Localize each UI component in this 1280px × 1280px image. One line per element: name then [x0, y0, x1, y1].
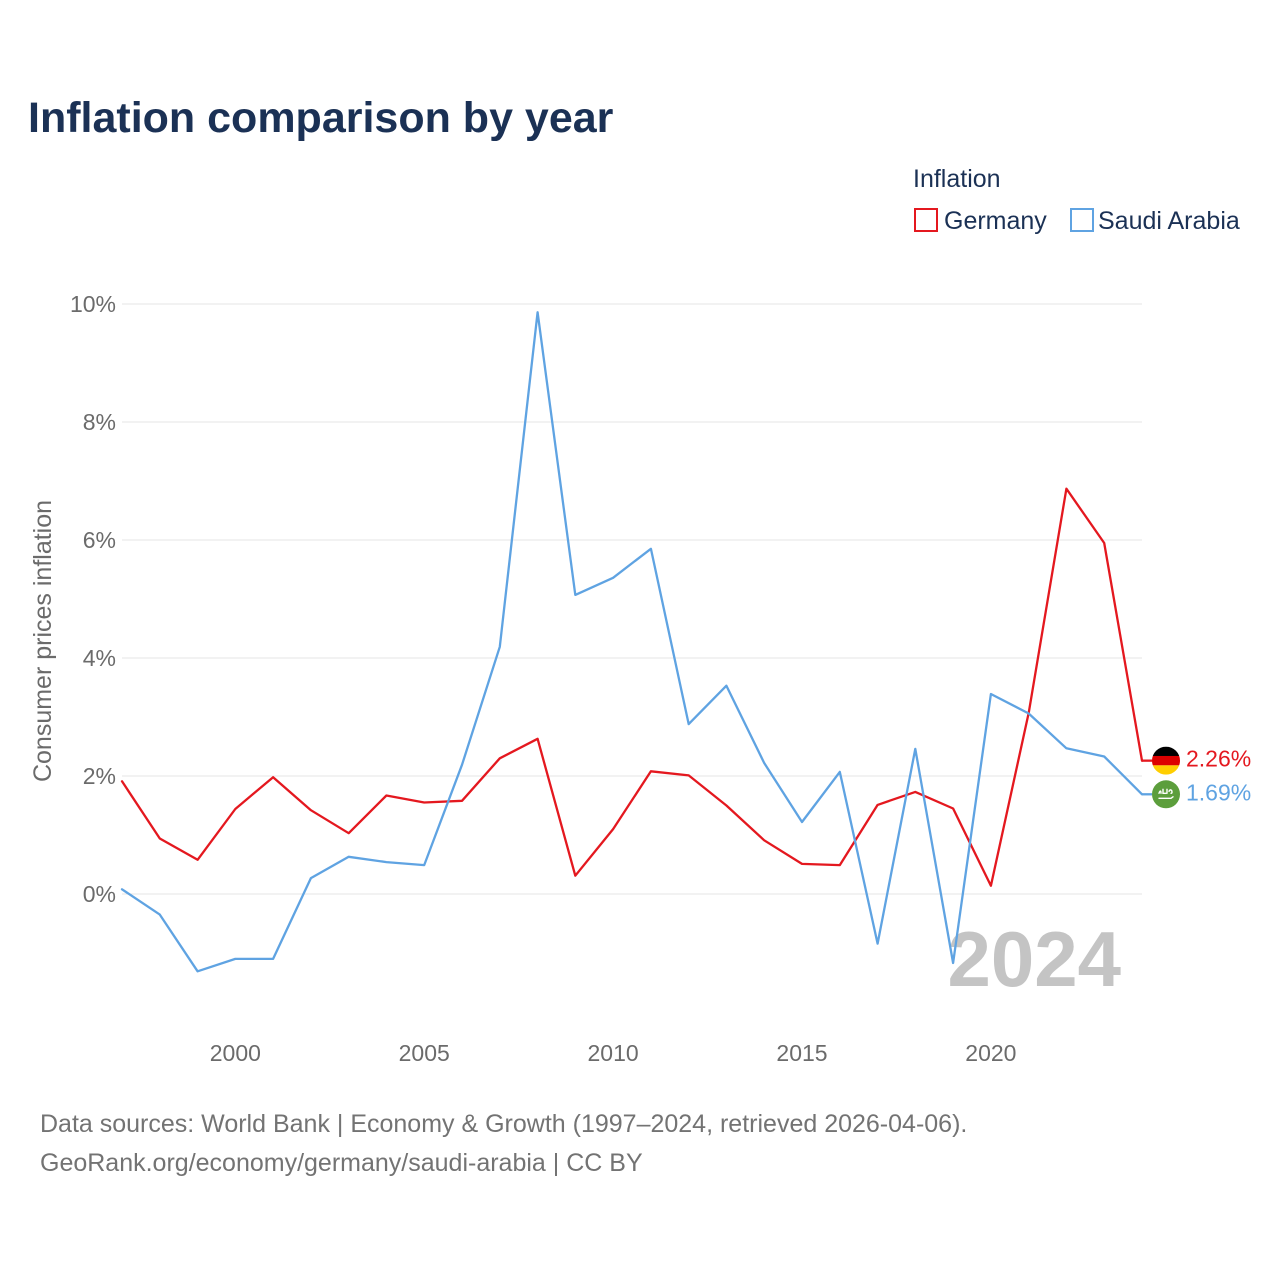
data-point-germany-2018	[912, 789, 918, 795]
series-line-germany	[120, 487, 1144, 887]
end-label-germany: 2.26%	[1142, 746, 1251, 775]
data-point-germany-2011	[648, 768, 654, 774]
x-tick-label-2015: 2015	[776, 1040, 827, 1066]
data-point-saudi-arabia-2014	[761, 760, 767, 766]
series-line-saudi-arabia	[120, 311, 1144, 973]
grid	[122, 303, 1142, 895]
data-point-saudi-arabia-2009	[572, 592, 578, 598]
legend-item-saudi-arabia[interactable]: Saudi Arabia	[1070, 207, 1240, 235]
data-point-germany-2019	[950, 806, 956, 812]
series-layer	[119, 309, 1144, 974]
data-point-saudi-arabia-1998	[157, 912, 163, 918]
data-point-saudi-arabia-2012	[686, 721, 692, 727]
legend-swatch-germany	[914, 208, 938, 232]
chart-title: Inflation comparison by year	[28, 94, 614, 142]
x-tick-label-2020: 2020	[965, 1040, 1016, 1066]
data-point-germany-2009	[572, 873, 578, 879]
data-point-saudi-arabia-2019	[950, 960, 956, 966]
data-point-germany-2002	[308, 807, 314, 813]
y-axis: 0% 2% 4% 6% 8% 10%	[70, 291, 116, 907]
data-point-germany-2006	[459, 798, 465, 804]
data-point-saudi-arabia-1997	[119, 886, 125, 892]
data-point-germany-2012	[686, 772, 692, 778]
legend-item-germany[interactable]: Germany	[914, 207, 1047, 235]
y-tick-label-6: 6%	[83, 527, 116, 553]
y-tick-label-4: 4%	[83, 645, 116, 671]
data-point-saudi-arabia-2018	[912, 746, 918, 752]
germany-flag-icon	[1152, 746, 1180, 775]
legend: Inflation Germany Saudi Arabia	[913, 165, 1240, 235]
data-point-saudi-arabia-2008	[535, 309, 541, 315]
data-point-germany-2016	[837, 862, 843, 868]
data-point-saudi-arabia-2021	[1026, 711, 1032, 717]
data-point-saudi-arabia-2017	[875, 941, 881, 947]
y-tick-label-10: 10%	[70, 291, 116, 317]
data-point-saudi-arabia-2020	[988, 691, 994, 697]
data-point-saudi-arabia-2016	[837, 769, 843, 775]
legend-label-saudi-arabia: Saudi Arabia	[1098, 207, 1240, 235]
data-point-germany-2001	[270, 774, 276, 780]
data-point-germany-2020	[988, 883, 994, 889]
y-tick-label-0: 0%	[83, 881, 116, 907]
data-point-germany-2004	[383, 793, 389, 799]
data-point-germany-1998	[157, 836, 163, 842]
data-point-saudi-arabia-2015	[799, 819, 805, 825]
legend-label-germany: Germany	[944, 207, 1047, 235]
data-point-germany-2003	[346, 830, 352, 836]
data-point-germany-2000	[232, 806, 238, 812]
data-point-germany-2014	[761, 837, 767, 843]
data-point-germany-1997	[119, 778, 125, 784]
data-point-saudi-arabia-2006	[459, 762, 465, 768]
data-point-saudi-arabia-2013	[723, 683, 729, 689]
data-point-saudi-arabia-2000	[232, 956, 238, 962]
series-saudi-arabia	[119, 309, 1144, 974]
data-point-saudi-arabia-2002	[308, 875, 314, 881]
data-point-germany-2015	[799, 861, 805, 867]
y-tick-label-8: 8%	[83, 409, 116, 435]
y-axis-title: Consumer prices inflation	[29, 500, 57, 782]
footer-credit: GeoRank.org/economy/germany/saudi-arabia…	[40, 1149, 643, 1177]
x-axis: 2000 2005 2010 2015 2020	[210, 1040, 1017, 1066]
x-tick-label-2010: 2010	[588, 1040, 639, 1066]
data-point-germany-2023	[1101, 540, 1107, 546]
end-value-germany: 2.26%	[1186, 746, 1251, 772]
data-point-saudi-arabia-2003	[346, 854, 352, 860]
data-point-saudi-arabia-2010	[610, 575, 616, 581]
data-point-saudi-arabia-2005	[421, 862, 427, 868]
data-point-germany-2022	[1063, 486, 1069, 492]
y-tick-label-2: 2%	[83, 763, 116, 789]
x-tick-label-2005: 2005	[399, 1040, 450, 1066]
data-point-germany-2008	[535, 736, 541, 742]
end-label-saudi-arabia: 1.69%	[1142, 779, 1251, 809]
data-point-germany-2005	[421, 800, 427, 806]
series-germany	[119, 486, 1144, 889]
data-point-germany-2017	[875, 802, 881, 808]
data-point-saudi-arabia-2011	[648, 546, 654, 552]
legend-swatch-saudi-arabia	[1070, 208, 1094, 232]
data-point-germany-1999	[195, 857, 201, 863]
data-point-saudi-arabia-2001	[270, 956, 276, 962]
data-point-germany-2013	[723, 803, 729, 809]
data-point-saudi-arabia-2004	[383, 859, 389, 865]
saudi-arabia-flag-icon	[1152, 780, 1180, 809]
data-point-germany-2010	[610, 826, 616, 832]
data-point-saudi-arabia-1999	[195, 968, 201, 974]
legend-title: Inflation	[913, 165, 1001, 193]
footer-sources: Data sources: World Bank | Economy & Gro…	[40, 1110, 967, 1138]
x-tick-label-2000: 2000	[210, 1040, 261, 1066]
data-point-saudi-arabia-2022	[1063, 745, 1069, 751]
end-value-saudi-arabia: 1.69%	[1186, 779, 1251, 805]
data-point-saudi-arabia-2023	[1101, 754, 1107, 760]
data-point-germany-2007	[497, 755, 503, 761]
year-watermark: 2024	[947, 915, 1121, 1003]
data-point-saudi-arabia-2007	[497, 644, 503, 650]
